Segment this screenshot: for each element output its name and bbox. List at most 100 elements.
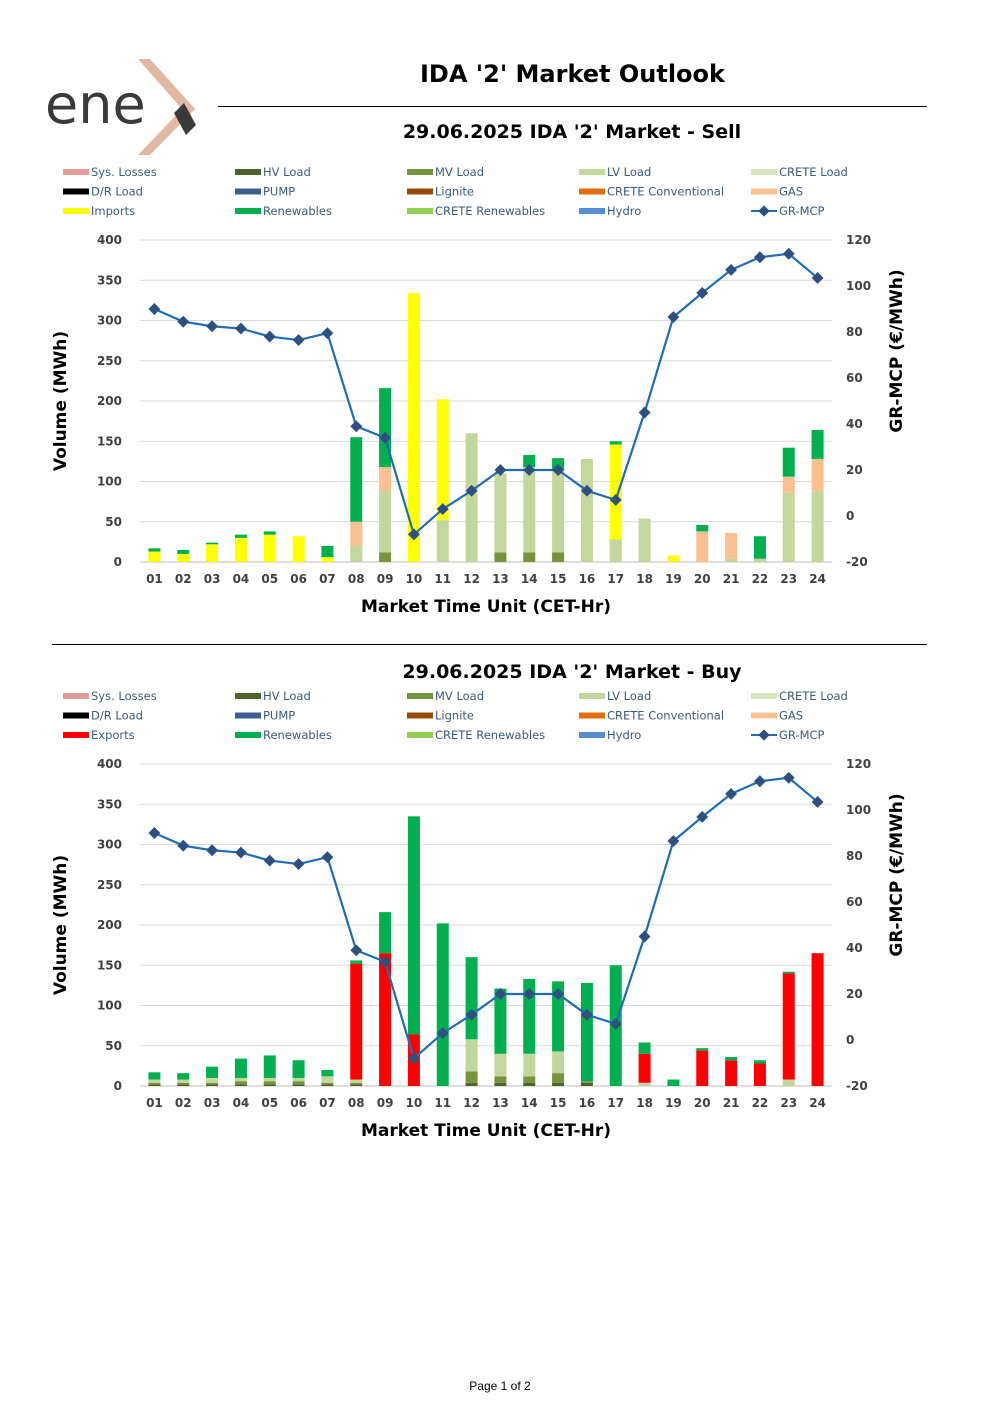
bar-segment-mv-load: [292, 1081, 305, 1085]
legend-swatch: [63, 188, 89, 195]
bar-segment-hv-load: [580, 1082, 593, 1086]
bar-segment-imports: [177, 553, 190, 562]
x-tick-label: 06: [290, 1096, 307, 1110]
y-tick-label: 400: [97, 757, 122, 771]
x-tick-label: 09: [377, 572, 394, 586]
bar-segment-gas: [350, 521, 363, 546]
legend-label: PUMP: [263, 709, 295, 723]
legend-item: MV Load: [407, 165, 484, 179]
legend-swatch: [63, 208, 89, 214]
chart-title: 29.06.2025 IDA '2' Market - Sell: [403, 121, 741, 143]
page-footer: Page 1 of 2: [469, 1379, 531, 1393]
x-tick-label: 10: [406, 1096, 423, 1110]
y2-tick-label: 80: [846, 325, 863, 339]
legend-label: Imports: [91, 204, 135, 218]
price-marker: [350, 944, 363, 957]
bar-segment-mv-load: [321, 1082, 334, 1085]
sell-chart: 29.06.2025 IDA '2' Market - Sell Sys. Los…: [51, 121, 907, 617]
x-tick-label: 22: [752, 1096, 769, 1110]
bar-segment-renewables: [292, 1060, 305, 1078]
bar-segment-mv-load: [494, 552, 507, 562]
bar-segment-lv-load: [321, 1076, 334, 1083]
legend-swatch: [751, 693, 777, 699]
y-tick-label: 100: [97, 999, 122, 1013]
legend-label: CRETE Conventional: [607, 709, 724, 723]
x-axis: 01 02 03 04 05 06 07 08 09 10 11 12 13 14 15 16 17 18 19 20…: [146, 572, 826, 586]
x-tick-label: 13: [492, 572, 509, 586]
bar-segment-lv-load: [523, 467, 536, 553]
legend-item: Renewables: [235, 204, 332, 218]
legend-swatch: [235, 208, 261, 214]
y-tick-label: 250: [97, 354, 122, 368]
price-marker: [234, 846, 247, 859]
bar-segment-renewables: [177, 549, 190, 554]
legend-item: CRETE Renewables: [407, 728, 545, 742]
legend-label: CRETE Renewables: [435, 204, 545, 218]
bar-segment-mv-load: [580, 1081, 593, 1083]
bar-segment-renewables: [234, 1058, 247, 1078]
bar-segment-lv-load: [350, 545, 363, 562]
legend-swatch: [751, 188, 777, 195]
bar-segment-mv-load: [148, 1082, 161, 1085]
bar-segment-renewables: [609, 441, 622, 445]
y-tick-label: 0: [114, 1079, 122, 1093]
bar-segment-lv-load: [725, 558, 738, 562]
price-marker: [696, 286, 709, 299]
price-marker: [234, 322, 247, 335]
legend-item: CRETE Conventional: [579, 709, 724, 723]
bar-segment-hv-load: [206, 1084, 219, 1086]
legend-swatch: [579, 188, 605, 195]
bar-segment-lv-load: [580, 458, 593, 562]
gridlines: [140, 239, 832, 563]
price-marker: [523, 464, 536, 476]
legend-item: Hydro: [579, 728, 641, 742]
legend-label: LV Load: [607, 689, 651, 703]
x-tick-label: 15: [550, 572, 567, 586]
x-tick-label: 10: [406, 572, 423, 586]
bar-segment-imports: [263, 534, 276, 562]
bar-segment-imports: [321, 557, 334, 562]
bar-segment-exports: [696, 1050, 709, 1086]
legend-label: PUMP: [263, 185, 295, 199]
legend-label: LV Load: [607, 165, 651, 179]
x-tick-label: 11: [434, 1096, 451, 1110]
legend-label: D/R Load: [91, 709, 143, 723]
legend-swatch: [407, 732, 433, 738]
legend-label: Renewables: [263, 204, 332, 218]
price-marker: [638, 406, 651, 419]
bar-segment-mv-load: [494, 1076, 507, 1083]
legend-item: D/R Load: [63, 709, 143, 723]
price-marker: [206, 844, 219, 857]
bar-segment-lv-load: [753, 558, 766, 562]
x-tick-label: 17: [607, 1096, 624, 1110]
legend: Sys. Losses HV Load MV Load LV Load CRETE Lo…: [63, 165, 848, 218]
legend-label: CRETE Conventional: [607, 185, 724, 199]
bar-segment-renewables: [753, 536, 766, 559]
legend-item: Exports: [63, 728, 135, 742]
price-markers: [148, 771, 824, 1065]
x-tick-label: 08: [348, 572, 365, 586]
legend-item: CRETE Renewables: [407, 204, 545, 218]
legend-swatch: [751, 169, 777, 175]
bar-segment-lv-load: [638, 1082, 651, 1086]
bar-segment-mv-load: [350, 1082, 363, 1085]
x-tick-label: 07: [319, 572, 336, 586]
x-axis-title: Market Time Unit (CET-Hr): [361, 1121, 611, 1141]
legend-swatch: [579, 712, 605, 719]
bar-segment-lv-load: [494, 1053, 507, 1077]
bar-segment-renewables: [523, 978, 536, 1054]
x-tick-label: 05: [261, 1096, 278, 1110]
price-marker: [407, 528, 420, 541]
price-marker: [782, 247, 795, 260]
y-axis-right: -20 0 20 40 60 80 100 120: [846, 233, 871, 569]
bar-segment-lv-load: [552, 1051, 565, 1074]
y-axis-right: -20 0 20 40 60 80 100 120: [846, 757, 871, 1093]
price-marker: [148, 827, 161, 839]
y-tick-label: 150: [97, 958, 122, 972]
bar-segment-renewables: [465, 957, 478, 1040]
legend-swatch: [579, 208, 605, 214]
legend-label: D/R Load: [91, 185, 143, 199]
bar-segment-lv-load: [552, 470, 565, 553]
legend-item: GR-MCP: [751, 204, 825, 218]
legend-swatch: [63, 732, 89, 738]
